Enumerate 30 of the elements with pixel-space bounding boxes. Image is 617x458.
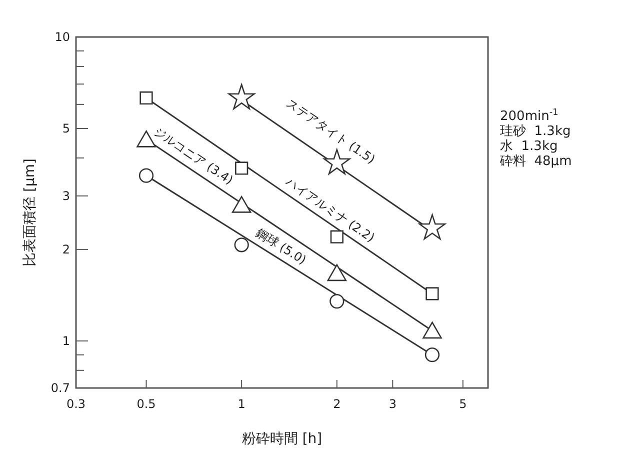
y-tick-label: 3 (62, 188, 70, 203)
x-tick-label: 3 (388, 397, 396, 411)
point (330, 294, 344, 309)
point (327, 264, 347, 282)
point (330, 230, 344, 244)
y-tick-label: 5 (62, 121, 70, 136)
y-tick-label: 10 (54, 30, 70, 44)
text: 砕料 48μm (499, 154, 572, 169)
x-tick-label: 0.5 (136, 397, 156, 411)
y-tick-label: 2 (62, 242, 70, 256)
y-tick-label: 0.7 (50, 381, 70, 395)
point (424, 348, 440, 362)
point (232, 196, 252, 213)
x-tick-label: 1 (238, 397, 246, 411)
x-tick-label: 5 (459, 397, 467, 411)
point (422, 322, 442, 339)
point (426, 287, 439, 300)
text: 水 1.3kg (500, 139, 558, 154)
x-tick-label: 2 (333, 397, 341, 411)
point (136, 130, 156, 148)
x-axis-title: 粉砕時間 [h] (242, 431, 322, 447)
x-tick-label: 0.3 (66, 397, 86, 411)
text: 珪砂 1.3kg (500, 124, 571, 139)
y-axis-title: 比表面積径 [μm] (22, 158, 38, 266)
point (138, 168, 154, 183)
point (140, 91, 153, 105)
text: 200min$^{-1}$ (500, 108, 558, 124)
y-tick-label: 1 (62, 334, 70, 348)
point (235, 162, 248, 175)
point (234, 238, 249, 252)
